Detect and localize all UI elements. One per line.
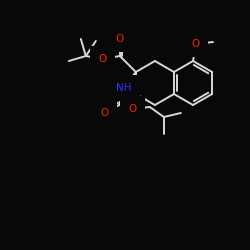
Text: O: O [99,54,107,64]
Text: O: O [129,104,137,114]
Text: O: O [101,108,109,118]
Text: O: O [116,34,124,44]
Text: O: O [192,39,200,49]
Text: NH: NH [116,83,132,93]
